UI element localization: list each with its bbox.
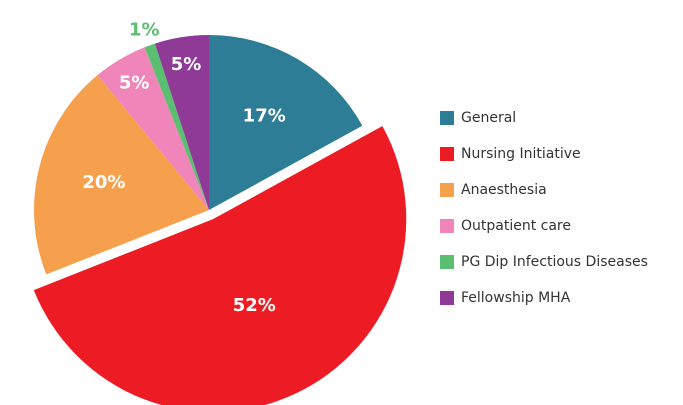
legend-swatch (440, 255, 454, 269)
legend-label: PG Dip Infectious Diseases (461, 254, 648, 270)
pie-slice (209, 35, 363, 210)
data-label: 5% (119, 72, 150, 93)
legend-swatch (440, 183, 454, 197)
legend-swatch (440, 147, 454, 161)
legend-swatch (440, 291, 454, 305)
legend-swatch (440, 219, 454, 233)
legend-label: Anaesthesia (461, 182, 547, 198)
legend-swatch (440, 111, 454, 125)
pie-slice (33, 126, 407, 405)
data-label: 52% (233, 295, 276, 316)
data-label: 1% (129, 19, 160, 40)
data-label: 5% (171, 54, 202, 75)
legend-label: Nursing Initiative (461, 146, 581, 162)
pie-slice (97, 47, 209, 210)
legend-label: Outpatient care (461, 218, 571, 234)
legend-label: General (461, 110, 516, 126)
data-label: 17% (243, 106, 286, 127)
pie-slice (144, 43, 209, 210)
legend-label: Fellowship MHA (461, 290, 571, 306)
data-label: 20% (82, 172, 125, 193)
pie-slice (34, 75, 209, 275)
pie-slice (154, 35, 209, 210)
